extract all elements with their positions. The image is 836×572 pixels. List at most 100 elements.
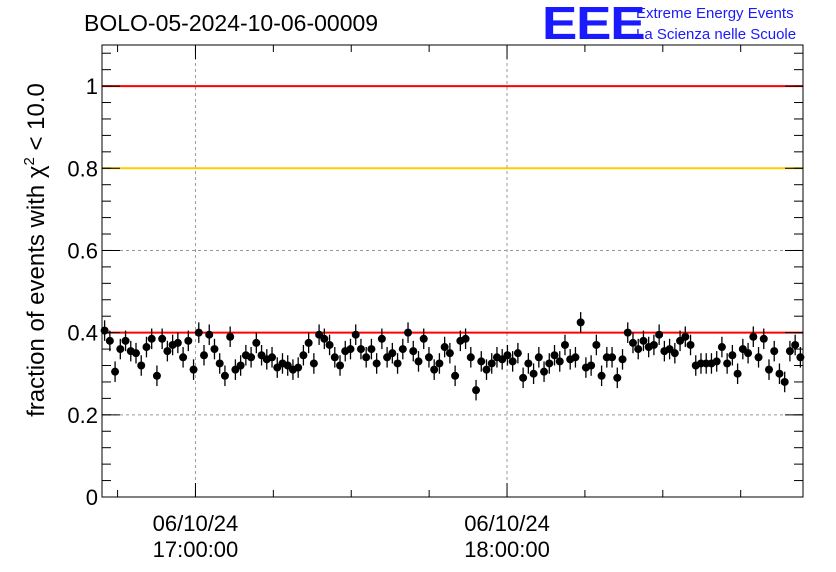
data-point (121, 336, 130, 345)
data-point (309, 359, 318, 368)
data-point (404, 328, 413, 337)
data-point (540, 367, 549, 376)
data-point (346, 345, 355, 354)
data-point (764, 365, 773, 374)
y-tick-label: 0 (86, 485, 98, 510)
data-point (545, 359, 554, 368)
data-point (513, 349, 522, 358)
data-point (268, 353, 277, 362)
data-point (780, 377, 789, 386)
y-axis-label: fraction of events with χ2 < 10.0 (21, 83, 50, 417)
axis-ticks (102, 45, 803, 498)
data-point (571, 353, 580, 362)
data-point (503, 351, 512, 360)
data-point (330, 353, 339, 362)
data-point (628, 338, 637, 347)
data-point (555, 357, 564, 366)
data-point (184, 336, 193, 345)
data-point (749, 332, 758, 341)
data-point (477, 357, 486, 366)
data-point (116, 345, 125, 354)
data-point (796, 353, 805, 362)
data-point (336, 361, 345, 370)
data-point (508, 357, 517, 366)
data-point (613, 373, 622, 382)
data-point (770, 347, 779, 356)
data-point (472, 386, 481, 395)
data-point (597, 371, 606, 380)
data-point (247, 353, 256, 362)
data-point (712, 357, 721, 366)
data-point (445, 349, 454, 358)
data-point (132, 349, 141, 358)
data-point (649, 340, 658, 349)
data-point (163, 347, 172, 356)
reference-lines (102, 85, 803, 334)
data-point (686, 340, 695, 349)
data-point (215, 359, 224, 368)
data-point (356, 345, 365, 354)
data-point (534, 353, 543, 362)
data-point (618, 355, 627, 364)
data-point (173, 338, 182, 347)
data-point (189, 365, 198, 374)
data-point (111, 367, 120, 376)
y-tick-labels: 0 0.2 0.4 0.6 0.8 1 (67, 74, 98, 510)
logo-tagline-1: Extreme Energy Events (636, 5, 794, 22)
eee-logo-letters: EEE (542, 0, 646, 49)
x-tick-label-date: 06/10/24 (464, 511, 550, 536)
data-point (487, 359, 496, 368)
eee-logo: EEE Extreme Energy Events La Scienza nel… (542, 0, 832, 49)
data-point (372, 359, 381, 368)
data-point (791, 340, 800, 349)
x-tick-label-time: 17:00:00 (153, 537, 239, 562)
data-point (398, 345, 407, 354)
data-point (179, 353, 188, 362)
data-point (147, 334, 156, 343)
y-tick-label: 0.8 (67, 156, 98, 181)
data-point (728, 351, 737, 360)
data-point (377, 334, 386, 343)
data-point (440, 343, 449, 352)
data-point (592, 340, 601, 349)
data-point (461, 334, 470, 343)
plot-frame (101, 44, 804, 498)
data-point (294, 363, 303, 372)
data-point (754, 353, 763, 362)
data-point (435, 359, 444, 368)
data-point (152, 371, 161, 380)
y-tick-label: 0.2 (67, 403, 98, 428)
data-point (393, 359, 402, 368)
data-point (388, 349, 397, 358)
data-point (299, 351, 308, 360)
y-tick-label: 0.6 (67, 238, 98, 263)
data-point (639, 336, 648, 345)
data-point (226, 332, 235, 341)
data-point (785, 347, 794, 356)
data-point (681, 332, 690, 341)
data-point (367, 345, 376, 354)
data-point (744, 349, 753, 358)
data-point (424, 353, 433, 362)
data-point (362, 353, 371, 362)
grid-lines (102, 45, 803, 497)
x-tick-label-time: 18:00:00 (464, 537, 550, 562)
data-point (655, 330, 664, 339)
data-point (414, 357, 423, 366)
data-point (320, 334, 329, 343)
data-point (775, 369, 784, 378)
logo-tagline-2: La Scienza nelle Scuole (636, 26, 797, 43)
data-point (451, 371, 460, 380)
data-point (205, 330, 214, 339)
data-point (158, 334, 167, 343)
data-point (409, 347, 418, 356)
data-point (576, 318, 585, 327)
y-tick-label: 0.4 (67, 321, 98, 346)
data-points (100, 312, 805, 401)
data-point (252, 338, 261, 347)
data-point (759, 334, 768, 343)
data-point (723, 359, 732, 368)
data-point (304, 338, 313, 347)
